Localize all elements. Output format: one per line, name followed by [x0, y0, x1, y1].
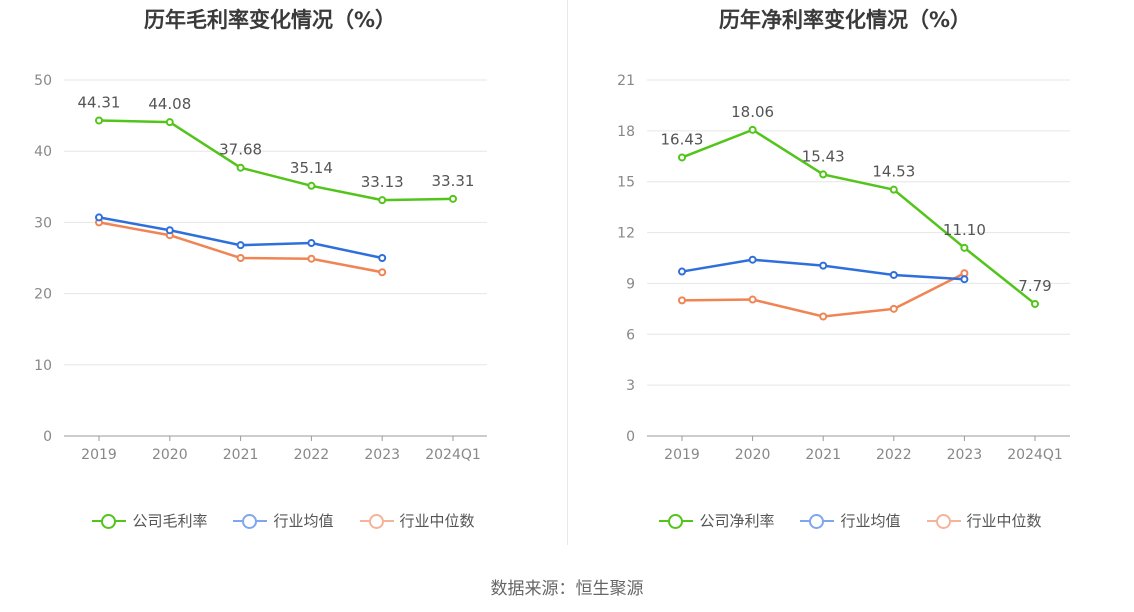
y-tick-label: 10	[34, 358, 52, 374]
data-point-company[interactable]	[1031, 299, 1039, 308]
data-point-avg[interactable]	[95, 213, 103, 222]
data-point-company[interactable]	[889, 185, 898, 194]
data-label: 33.13	[361, 173, 404, 191]
data-point-median[interactable]	[307, 254, 316, 263]
data-point-avg[interactable]	[819, 261, 828, 270]
data-label: 44.31	[78, 94, 121, 112]
x-tick-label: 2023	[947, 447, 983, 463]
legend-item-median[interactable]: 行业中位数	[359, 510, 475, 531]
y-tick-label: 6	[626, 327, 635, 343]
legend-avg-marker-icon	[800, 513, 835, 529]
data-point-avg[interactable]	[307, 239, 316, 248]
x-tick-label: 2020	[735, 447, 771, 463]
x-tick-label: 2021	[805, 447, 841, 463]
data-point-company[interactable]	[678, 153, 686, 162]
legend-median-marker-icon	[359, 513, 394, 529]
data-point-avg[interactable]	[236, 241, 245, 250]
legend-item-company[interactable]: 公司净利率	[659, 510, 774, 531]
legend-company-marker-icon	[92, 513, 127, 529]
data-label: 15.43	[802, 147, 845, 165]
x-tick-label: 2019	[664, 447, 700, 463]
y-tick-label: 18	[617, 124, 635, 140]
legend-label: 公司净利率	[699, 512, 775, 530]
chart-title: 历年净利率变化情况（%）	[718, 8, 972, 32]
legend-company-marker-icon	[659, 513, 694, 529]
data-label: 37.68	[219, 141, 262, 159]
data-point-company[interactable]	[165, 118, 174, 127]
x-tick-label: 2019	[81, 447, 117, 463]
x-tick-label: 2023	[364, 447, 400, 463]
y-tick-label: 12	[617, 226, 635, 242]
legend-item-avg[interactable]: 行业均值	[233, 510, 334, 531]
data-label: 33.31	[432, 172, 475, 190]
data-point-avg[interactable]	[748, 255, 757, 264]
data-label: 35.14	[290, 159, 333, 177]
data-point-company[interactable]	[819, 170, 828, 179]
y-tick-label: 21	[617, 73, 635, 89]
data-point-company[interactable]	[449, 194, 457, 203]
legend-item-company[interactable]: 公司毛利率	[92, 510, 207, 531]
series-line-company	[98, 119, 454, 202]
series-line-median	[681, 272, 965, 318]
legend-label: 行业中位数	[966, 512, 1042, 530]
x-tick-label: 2022	[294, 447, 330, 463]
net-margin-chart: 0 3 6 9 12 15 18 21 2019 2020 2021 2022 2023 2024Q1 16…	[617, 73, 1070, 463]
net-margin-panel: 历年净利率变化情况（%） 0 3 6 9 12 15 18 21 2019 2020 2021 202…	[567, 0, 1134, 560]
data-label: 18.06	[731, 103, 774, 121]
series-line-avg	[98, 216, 383, 260]
gross-margin-chart: 0 10 20 30 40 50 2019 2020 2021 2022 2023 2024Q1 44.…	[34, 73, 487, 463]
y-tick-label: 40	[34, 144, 52, 160]
legend-item-avg[interactable]: 行业均值	[800, 510, 901, 531]
x-tick-label: 2024Q1	[425, 447, 481, 463]
chart-title: 历年毛利率变化情况（%）	[143, 8, 397, 32]
legend-label: 行业中位数	[399, 512, 475, 530]
data-point-median[interactable]	[889, 304, 898, 313]
data-point-company[interactable]	[748, 125, 757, 134]
data-point-avg[interactable]	[678, 267, 686, 276]
legend-label: 公司毛利率	[132, 512, 208, 530]
x-tick-label: 2021	[223, 447, 259, 463]
data-source: 数据来源：恒生聚源	[490, 579, 644, 599]
x-tick-label: 2024Q1	[1007, 447, 1063, 463]
data-point-avg[interactable]	[960, 275, 969, 284]
data-point-company[interactable]	[236, 163, 245, 172]
data-label: 14.53	[872, 163, 915, 181]
x-tick-label: 2020	[152, 447, 188, 463]
y-tick-label: 30	[34, 215, 52, 231]
data-point-avg[interactable]	[165, 226, 174, 235]
data-point-company[interactable]	[307, 181, 316, 190]
legend-avg-marker-icon	[233, 513, 268, 529]
data-point-median[interactable]	[748, 295, 757, 304]
data-point-company[interactable]	[378, 196, 387, 205]
data-point-median[interactable]	[678, 296, 686, 305]
data-point-median[interactable]	[819, 312, 828, 321]
panel-divider	[567, 0, 568, 545]
data-label: 44.08	[148, 95, 191, 113]
data-label: 11.10	[943, 221, 986, 239]
data-point-company[interactable]	[960, 243, 969, 252]
legend: 公司毛利率 行业均值 行业中位数	[0, 510, 567, 531]
y-tick-label: 0	[626, 429, 635, 445]
y-tick-label: 50	[34, 73, 52, 89]
legend-item-median[interactable]: 行业中位数	[926, 510, 1042, 531]
legend-label: 行业均值	[273, 512, 334, 530]
data-point-company[interactable]	[95, 116, 103, 125]
data-point-avg[interactable]	[378, 254, 387, 262]
y-tick-label: 20	[34, 287, 52, 303]
data-point-avg[interactable]	[889, 270, 898, 279]
y-tick-label: 0	[43, 429, 52, 445]
legend-label: 行业均值	[840, 512, 901, 530]
y-tick-label: 15	[617, 175, 635, 191]
x-tick-label: 2022	[876, 447, 912, 463]
legend-median-marker-icon	[926, 513, 961, 529]
data-point-median[interactable]	[378, 268, 387, 277]
series-line-company	[681, 128, 1036, 305]
y-tick-label: 3	[626, 378, 635, 394]
data-point-median[interactable]	[236, 254, 245, 262]
legend: 公司净利率 行业均值 行业中位数	[567, 510, 1134, 531]
data-label: 7.79	[1018, 277, 1051, 295]
y-tick-label: 9	[626, 276, 635, 292]
gross-margin-panel: 历年毛利率变化情况（%） 0 10 20 30 40 50 2019 2020 2021 2022…	[0, 0, 567, 560]
data-label: 16.43	[661, 130, 704, 148]
